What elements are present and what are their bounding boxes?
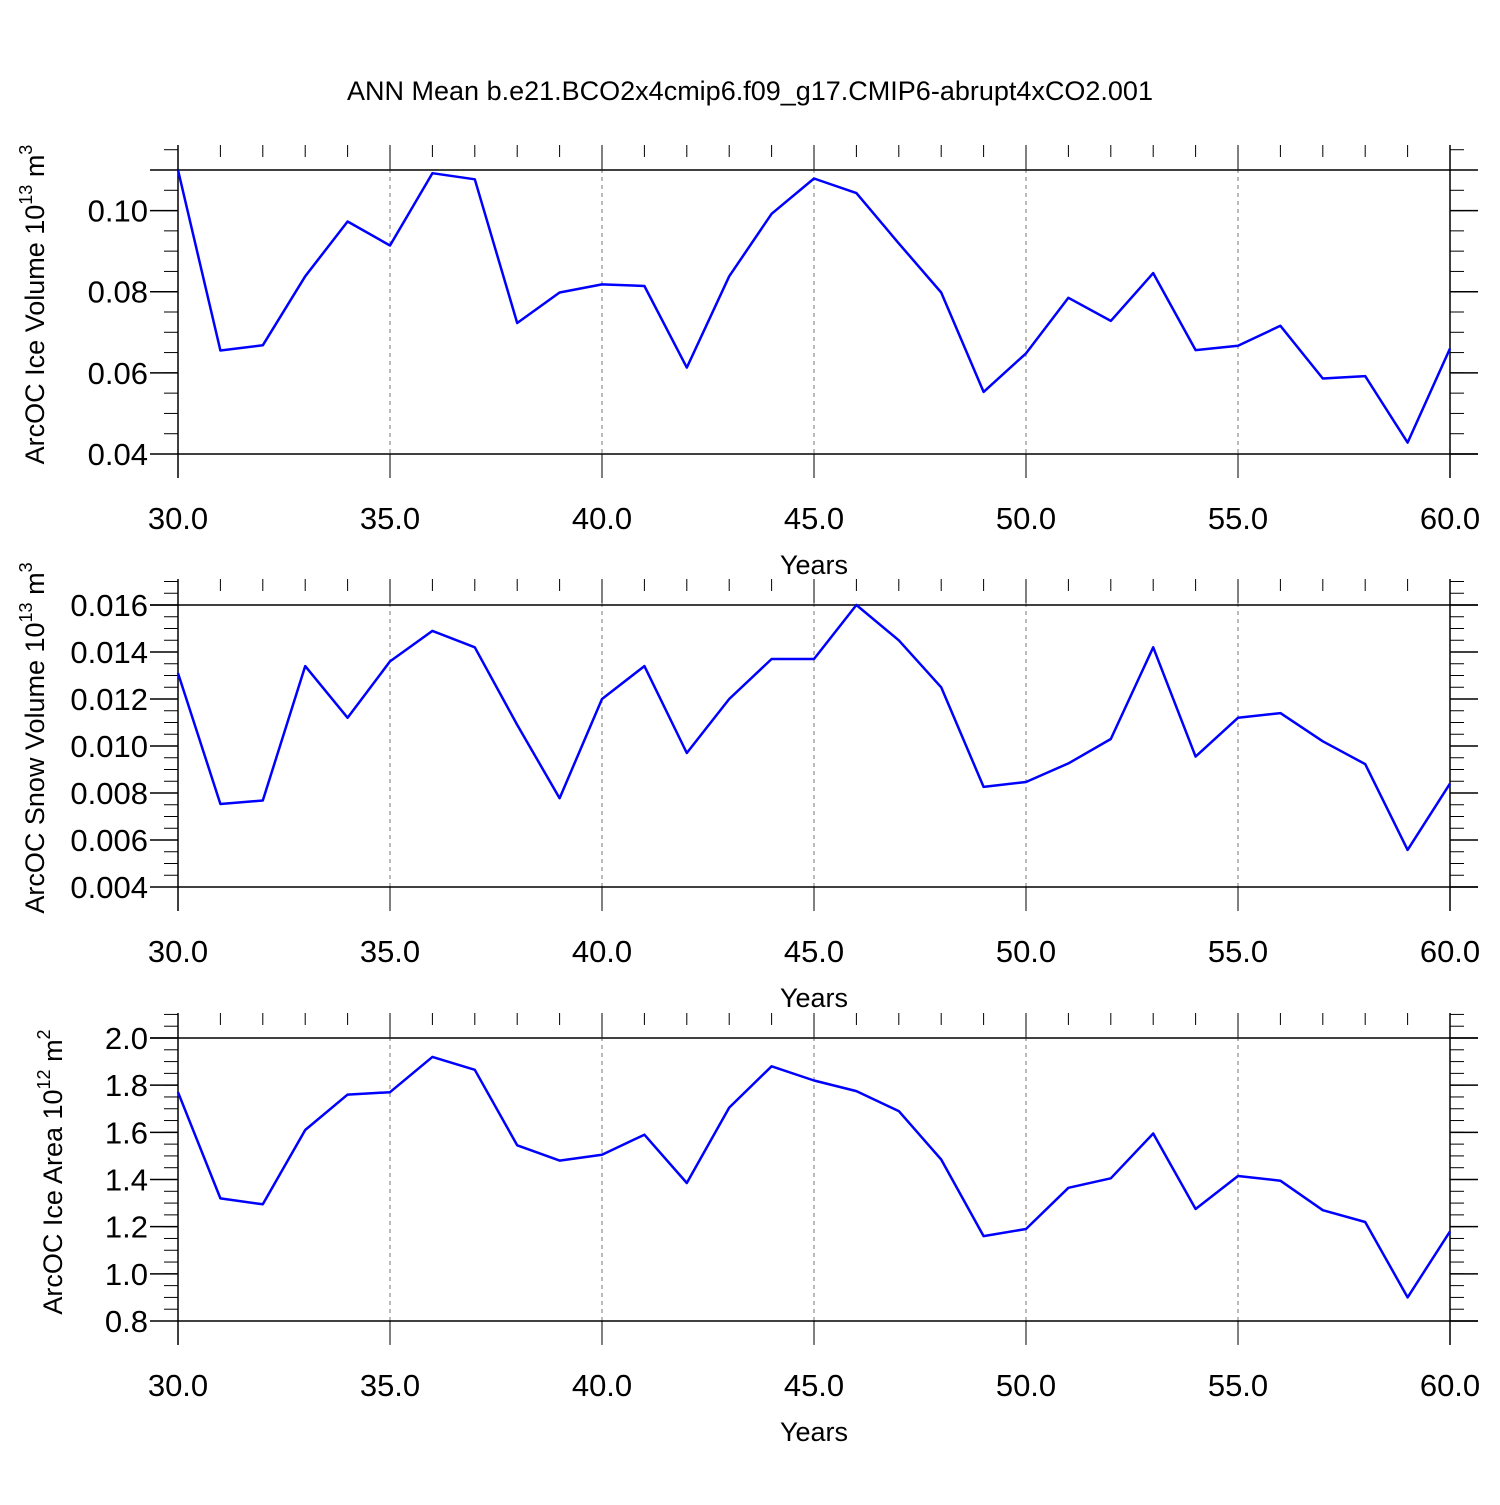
x-tick-label: 55.0	[1208, 934, 1268, 969]
x-axis-label: Years	[780, 983, 848, 1013]
series-line	[176, 1055, 1452, 1299]
x-tick-label: 55.0	[1208, 501, 1268, 536]
y-tick-label: 1.0	[105, 1257, 148, 1292]
x-tick-label: 45.0	[784, 501, 844, 536]
x-tick-label: 50.0	[996, 1368, 1056, 1403]
series-line	[176, 603, 1452, 852]
x-axis-label: Years	[780, 1417, 848, 1447]
x-tick-label: 40.0	[572, 934, 632, 969]
y-tick-label: 0.016	[70, 588, 148, 623]
x-tick-label: 30.0	[148, 1368, 208, 1403]
panel-1: 30.0 35.0 40.0 45.0 50.0 55.0 60.0 Years 0.04 0.0…	[16, 145, 1480, 580]
y-tick-label: 0.006	[70, 823, 148, 858]
y-tick-label: 0.004	[70, 870, 148, 905]
x-tick-label: 55.0	[1208, 1368, 1268, 1403]
series-line	[176, 169, 1452, 444]
x-tick-label: 50.0	[996, 501, 1056, 536]
y-tick-label: 1.2	[105, 1210, 148, 1245]
y-axis-label: ArcOC Ice Area 1012 m2	[34, 1029, 68, 1314]
x-tick-label: 40.0	[572, 1368, 632, 1403]
x-tick-label: 35.0	[360, 501, 420, 536]
y-tick-label: 0.06	[88, 356, 148, 391]
x-tick-label: 50.0	[996, 934, 1056, 969]
x-tick-label: 60.0	[1420, 1368, 1480, 1403]
y-tick-label: 0.014	[70, 635, 148, 670]
y-tick-label: 0.08	[88, 275, 148, 310]
y-tick-label: 1.4	[105, 1163, 148, 1198]
y-tick-label: 2.0	[105, 1021, 148, 1056]
panel-3: 30.0 35.0 40.0 45.0 50.0 55.0 60.0 Years 0.8 1.0 1…	[34, 1013, 1480, 1447]
x-tick-label: 45.0	[784, 934, 844, 969]
y-axis-label: ArcOC Snow Volume 1013 m3	[16, 562, 50, 913]
x-tick-label: 60.0	[1420, 934, 1480, 969]
y-tick-label: 1.6	[105, 1115, 148, 1150]
figure-title: ANN Mean b.e21.BCO2x4cmip6.f09_g17.CMIP6…	[347, 76, 1153, 106]
x-tick-label: 30.0	[148, 501, 208, 536]
panel-2: 30.0 35.0 40.0 45.0 50.0 55.0 60.0 Years 0.004 0.…	[16, 562, 1480, 1013]
x-tick-label: 30.0	[148, 934, 208, 969]
y-tick-label: 0.04	[88, 437, 148, 472]
y-tick-label: 0.008	[70, 776, 148, 811]
y-tick-label: 0.8	[105, 1304, 148, 1339]
x-axis-label: Years	[780, 550, 848, 580]
x-tick-label: 45.0	[784, 1368, 844, 1403]
y-tick-label: 0.012	[70, 682, 148, 717]
x-tick-label: 60.0	[1420, 501, 1480, 536]
y-tick-label: 1.8	[105, 1068, 148, 1103]
y-axis-label: ArcOC Ice Volume 1013 m3	[16, 145, 50, 465]
x-tick-label: 35.0	[360, 934, 420, 969]
x-tick-label: 35.0	[360, 1368, 420, 1403]
y-tick-label: 0.10	[88, 194, 148, 229]
x-tick-label: 40.0	[572, 501, 632, 536]
y-tick-label: 0.010	[70, 729, 148, 764]
